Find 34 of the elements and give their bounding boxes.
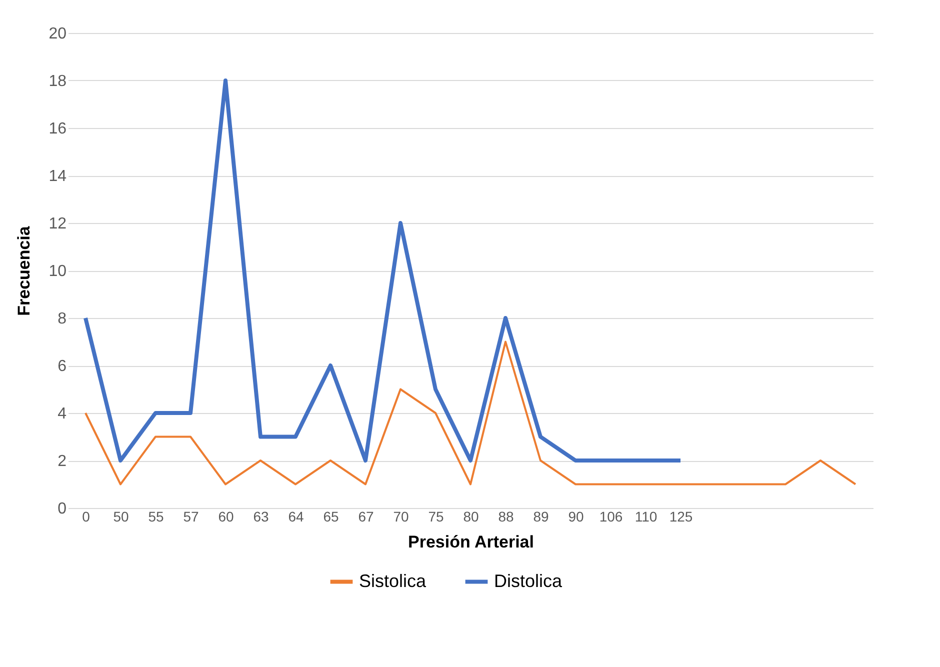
- x-tick-label: 60: [218, 508, 234, 524]
- x-tick-label: 106: [599, 508, 623, 524]
- legend-label: Distolica: [494, 570, 564, 591]
- x-tick-label: 50: [113, 508, 129, 524]
- y-tick-label: 10: [48, 263, 67, 280]
- line-series: [84, 78, 682, 462]
- x-tick-label: 90: [568, 508, 584, 524]
- x-axis-title: Presión Arterial: [408, 532, 534, 552]
- x-tick-label: 55: [148, 508, 164, 524]
- x-tick-label: 70: [393, 508, 409, 524]
- y-tick-label: 18: [48, 73, 67, 90]
- x-tick-label: 65: [323, 508, 339, 524]
- y-tick-label: 14: [48, 168, 67, 185]
- y-tick-label: 2: [58, 453, 67, 470]
- x-tick-label: 64: [288, 508, 304, 524]
- x-tick-label: 0: [82, 508, 90, 524]
- x-tick-label: 63: [253, 508, 269, 524]
- y-tick-label: 8: [58, 310, 67, 328]
- legend-label: Sistolica: [359, 570, 428, 591]
- x-tick-label: 88: [498, 508, 514, 524]
- y-tick-label: 6: [58, 358, 67, 375]
- x-tick-label: 110: [634, 508, 658, 524]
- x-tick-label: 57: [183, 508, 199, 524]
- x-tick-label: 80: [463, 508, 479, 524]
- x-tick-label: 125: [669, 508, 693, 524]
- y-tick-label: 4: [58, 406, 67, 422]
- y-tick-label: 16: [48, 120, 67, 138]
- x-tick-label: 75: [428, 508, 444, 524]
- x-tick-label: 67: [358, 508, 374, 524]
- y-tick-label: 12: [48, 216, 67, 232]
- x-tick-label: 89: [533, 508, 549, 524]
- y-axis-title: Frecuencia: [14, 226, 34, 316]
- line-series: [84, 340, 856, 486]
- y-tick-label: 20: [48, 26, 67, 42]
